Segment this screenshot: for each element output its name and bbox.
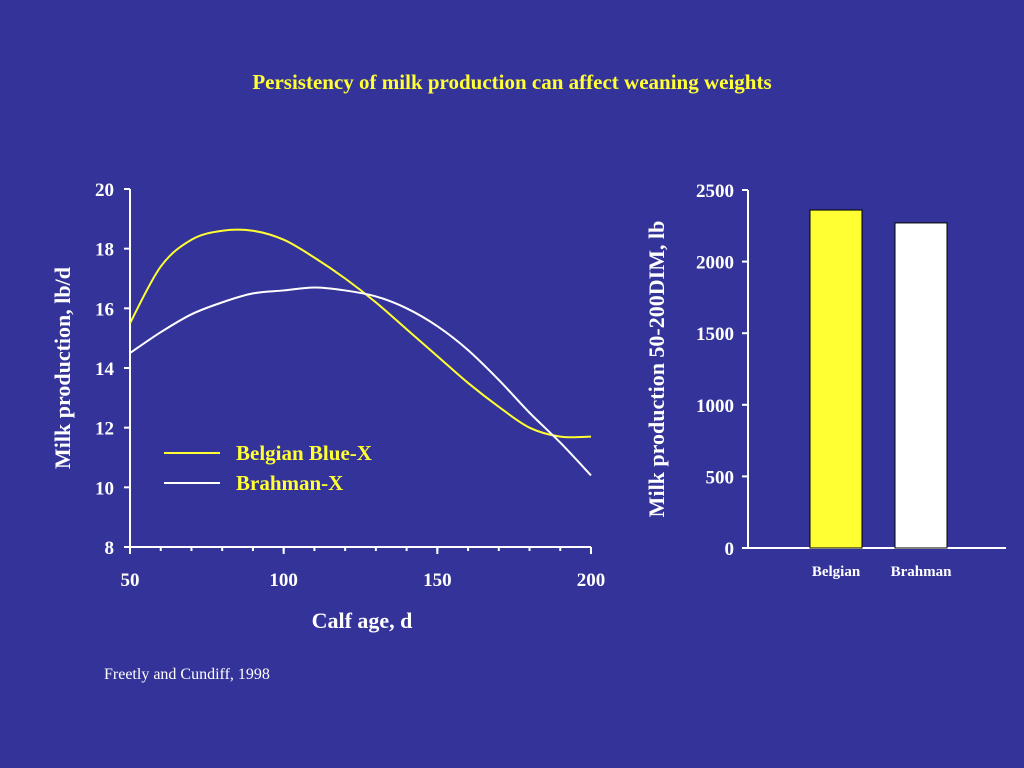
line-chart-axes: 8 10 12 14 16 18 20 50 100 150 200 (95, 180, 605, 591)
bar-chart-y-axis-title: Milk production 50-200DIM, lb (644, 221, 669, 518)
bar-belgian (809, 209, 863, 549)
y-tick-label: 8 (105, 538, 115, 559)
y-tick-label: 10 (95, 478, 114, 499)
line-chart-x-axis-title: Calf age, d (312, 608, 413, 633)
category-label-belgian: Belgian (812, 564, 861, 580)
y-tick-label: 16 (95, 299, 114, 320)
y-tick-label: 1500 (696, 324, 734, 345)
y-tick-label: 14 (95, 359, 115, 380)
legend-label-brahman: Brahman-X (236, 471, 343, 495)
x-tick-label: 200 (577, 570, 606, 591)
y-tick-label: 2000 (696, 253, 734, 274)
line-chart-series (129, 228, 592, 477)
y-tick-label: 20 (95, 180, 114, 201)
belgian-blue-x-line (129, 228, 592, 439)
bar-brahman (894, 222, 948, 549)
bar-chart: 0 500 1000 1500 2000 2500 Belgian Brahman Milk… (644, 181, 1006, 580)
y-tick-label: 1000 (696, 396, 734, 417)
x-tick-label: 100 (269, 570, 298, 591)
brahman-x-line (129, 286, 592, 477)
line-chart-y-axis-title: Milk production, lb/d (50, 267, 75, 469)
y-tick-label: 500 (706, 467, 735, 488)
source-citation: Freetly and Cundiff, 1998 (104, 666, 270, 683)
slide-title: Persistency of milk production can affec… (252, 70, 772, 94)
line-chart-legend: Belgian Blue-X Brahman-X (164, 441, 372, 495)
y-tick-label: 18 (95, 240, 114, 261)
y-tick-label: 12 (95, 419, 114, 440)
category-label-brahman: Brahman (891, 564, 953, 580)
x-tick-label: 150 (423, 570, 452, 591)
x-tick-label: 50 (121, 570, 140, 591)
y-tick-label: 0 (725, 539, 735, 560)
legend-label-belgian: Belgian Blue-X (236, 441, 372, 465)
bar-chart-axes: 0 500 1000 1500 2000 2500 (696, 181, 1006, 560)
y-tick-label: 2500 (696, 181, 734, 202)
bar-chart-bars: Belgian Brahman (809, 209, 953, 580)
